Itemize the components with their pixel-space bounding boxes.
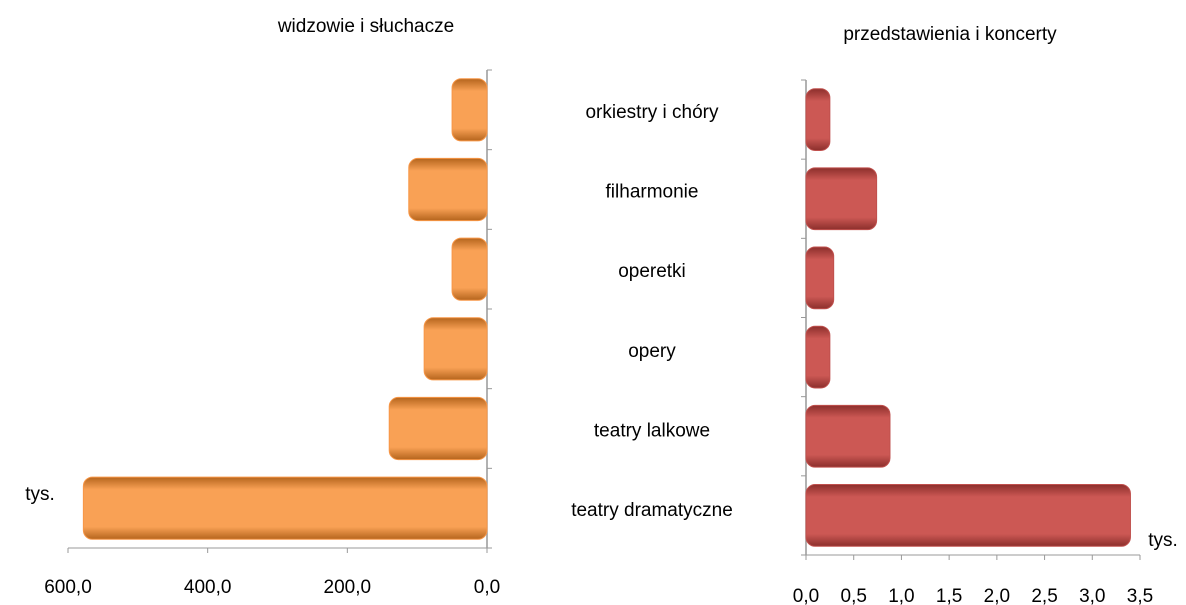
bar (451, 237, 488, 301)
bar (451, 78, 488, 142)
x-tick-label: 2,5 (1031, 586, 1057, 605)
x-tick-label: 400,0 (184, 577, 232, 598)
bar (805, 484, 1131, 547)
x-tick-label: 600,0 (44, 577, 92, 598)
bar (805, 325, 831, 389)
x-tick-label: 3,0 (1079, 586, 1105, 605)
bar (388, 396, 488, 461)
category-label: orkiestry i chóry (585, 102, 719, 123)
category-label: opery (628, 341, 676, 362)
unit-label: tys. (1148, 530, 1178, 551)
bar (805, 404, 891, 468)
bar (805, 167, 878, 231)
unit-label: tys. (25, 484, 55, 505)
x-tick-label: 0,0 (474, 577, 500, 598)
bar (805, 246, 835, 310)
bar (408, 157, 488, 222)
chart-title: przedstawienia i koncerty (843, 24, 1057, 45)
x-tick-label: 0,5 (841, 586, 867, 605)
category-label: filharmonie (606, 182, 699, 203)
x-tick-label: 1,5 (936, 586, 962, 605)
bar (423, 317, 488, 381)
category-label: operetki (618, 261, 686, 282)
category-label: teatry dramatyczne (571, 500, 733, 521)
x-tick-label: 200,0 (324, 577, 372, 598)
bar (82, 476, 488, 540)
x-tick-label: 1,0 (888, 586, 914, 605)
x-tick-label: 3,5 (1127, 586, 1153, 605)
category-label: teatry lalkowe (594, 421, 710, 442)
bar (805, 88, 831, 151)
x-tick-label: 0,0 (793, 586, 819, 605)
chart-title: widzowie i słuchacze (277, 16, 454, 37)
x-tick-label: 2,0 (984, 586, 1010, 605)
